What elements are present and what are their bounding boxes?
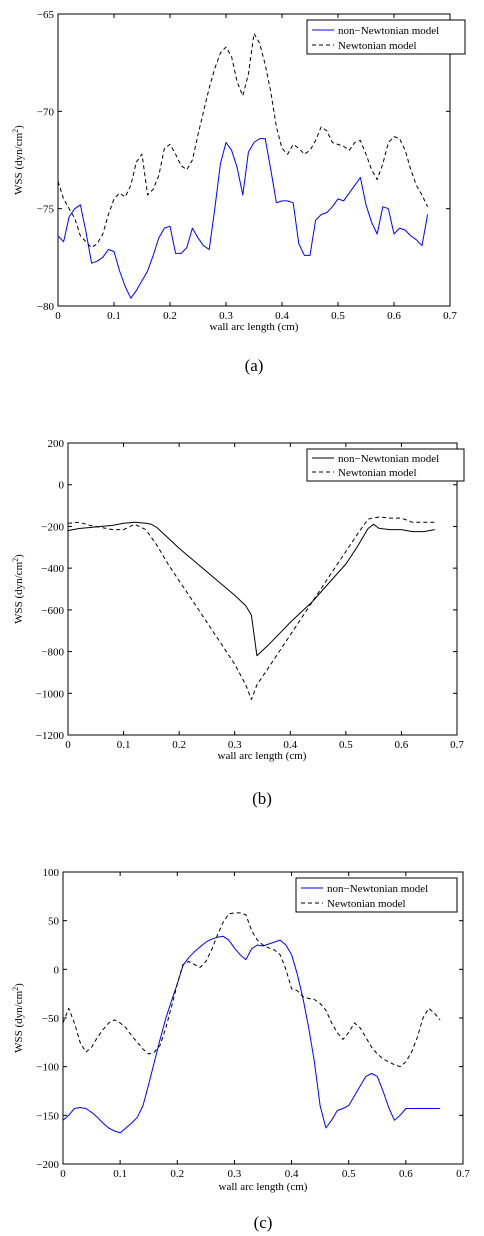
panel-a-xtick-label: 0.7 — [443, 310, 457, 322]
panel-a-xtick-label: 0.2 — [163, 310, 177, 322]
panel-c-yticks: −200 −150 −100 −50 0 50 100 — [36, 867, 463, 1171]
panel-a-lines — [57, 33, 429, 299]
panel-c-xlabel: wall arc length (cm) — [219, 1181, 308, 1193]
panel-a-legend-box — [306, 19, 466, 55]
panel-c-series-newtonian-line — [62, 912, 441, 1068]
panel-b-legend-box — [306, 448, 465, 482]
panel-a-legend-label-2: Newtonian model — [338, 40, 417, 52]
panel-b-ytick-label: −400 — [41, 563, 64, 575]
panel-b-xticks: 0 0.1 0.2 0.3 0.4 0.5 0.6 0.7 — [65, 443, 464, 751]
panel-a-ytick-label: −80 — [37, 301, 55, 313]
panel-c-axes — [62, 871, 464, 1165]
panel-a-xtick-label: 0.1 — [107, 310, 121, 322]
panel-b-ytick-label: 200 — [48, 438, 65, 450]
panel-a-xtick-label: 0.5 — [331, 310, 345, 322]
panel-a-xtick-label: 0.3 — [219, 310, 233, 322]
panel-a-xlabel: wall arc length (cm) — [210, 321, 299, 333]
panel-b-ytick-label: −1200 — [36, 730, 65, 742]
panel-a-ytick-label: −65 — [37, 9, 55, 21]
panel-c-xtick-label: 0.4 — [285, 1168, 299, 1180]
panel-c-xtick-label: 0.7 — [456, 1168, 470, 1180]
panel-a-ylabel: WSS (dyn/cm2) — [11, 125, 25, 195]
panel-b-legend: non−Newtonian model Newtonian model — [306, 448, 465, 482]
panel-b-yticks: −1200 −1000 −800 −600 −400 −200 0 200 — [36, 438, 457, 742]
panel-a-series-non-newtonian-line — [57, 138, 429, 299]
panel-c-legend-box — [295, 877, 458, 913]
panel-a-ytick-label: −75 — [37, 204, 55, 216]
panel-b-ytick-label: −800 — [41, 647, 64, 659]
panel-c-ytick-label: −200 — [36, 1159, 59, 1171]
panel-c-ytick-label: 50 — [48, 916, 60, 928]
panel-a: 0 0.1 0.2 0.3 0.4 0.5 0.6 0.7 −80 −75 −70 −65 non−… — [11, 9, 466, 375]
panel-b-xlabel: wall arc length (cm) — [218, 750, 307, 762]
panel-b-lines — [67, 516, 435, 700]
panel-c-ytick-label: 0 — [54, 964, 60, 976]
panel-b-xtick-label: 0.1 — [117, 739, 131, 751]
panel-b-series-non-newtonian-line — [67, 521, 435, 657]
panel-a-xtick-label: 0.6 — [387, 310, 401, 322]
panel-b: 0 0.1 0.2 0.3 0.4 0.5 0.6 0.7 −1200 −1000 −800 −60… — [11, 438, 465, 808]
panel-c-ytick-label: −150 — [36, 1110, 59, 1122]
panel-c-xtick-label: 0.1 — [113, 1168, 127, 1180]
panel-a-legend: non−Newtonian model Newtonian model — [306, 19, 466, 55]
panel-b-axes — [67, 442, 458, 736]
panel-c-ytick-label: −100 — [36, 1062, 59, 1074]
panel-c-legend-label-1: non−Newtonian model — [327, 883, 428, 895]
panel-c: 0 0.1 0.2 0.3 0.4 0.5 0.6 0.7 −200 −150 −100 −50 0 5… — [11, 867, 470, 1232]
panel-c-xticks: 0 0.1 0.2 0.3 0.4 0.5 0.6 0.7 — [60, 872, 470, 1180]
panel-a-xtick-label: 0.4 — [275, 310, 289, 322]
panel-b-ytick-label: −200 — [41, 521, 64, 533]
panel-c-xtick-label: 0.3 — [228, 1168, 242, 1180]
panel-c-ytick-label: −50 — [42, 1013, 60, 1025]
panel-a-axes — [57, 13, 451, 307]
panel-b-xtick-label: 0.3 — [228, 739, 242, 751]
panel-b-series-newtonian-line — [67, 516, 435, 700]
panel-c-lines — [62, 912, 441, 1134]
panel-c-legend-label-2: Newtonian model — [327, 898, 406, 910]
panel-a-xtick-label: 0 — [55, 310, 61, 322]
panel-a-ytick-label: −70 — [37, 106, 55, 118]
panel-a-caption: (a) — [245, 356, 264, 375]
panel-a-xticks: 0 0.1 0.2 0.3 0.4 0.5 0.6 0.7 — [55, 14, 457, 322]
panel-b-legend-label-2: Newtonian model — [338, 467, 417, 479]
panel-a-series-newtonian-line — [57, 33, 429, 249]
panel-b-ytick-label: −1000 — [36, 688, 65, 700]
panel-b-xtick-label: 0.7 — [450, 739, 464, 751]
panel-c-legend: non−Newtonian model Newtonian model — [295, 877, 458, 913]
panel-c-series-non-newtonian-line — [62, 935, 441, 1134]
panel-b-ytick-label: 0 — [59, 480, 65, 492]
panel-b-caption: (b) — [252, 789, 272, 808]
panel-c-caption: (c) — [254, 1213, 273, 1232]
panel-b-xtick-label: 0.5 — [339, 739, 353, 751]
panel-a-yticks: −80 −75 −70 −65 — [37, 9, 450, 313]
panel-c-xtick-label: 0 — [60, 1168, 66, 1180]
panel-c-xtick-label: 0.2 — [170, 1168, 184, 1180]
panel-c-ytick-label: 100 — [43, 867, 60, 879]
panel-c-ylabel: WSS (dyn/cm2) — [11, 983, 25, 1053]
panel-b-ytick-label: −600 — [41, 605, 64, 617]
panel-b-xtick-label: 0.2 — [172, 739, 186, 751]
panel-c-xtick-label: 0.6 — [399, 1168, 413, 1180]
panel-b-legend-label-1: non−Newtonian model — [338, 453, 439, 465]
panel-c-xtick-label: 0.5 — [342, 1168, 356, 1180]
panel-b-ylabel: WSS (dyn/cm2) — [11, 554, 25, 624]
panel-b-xtick-label: 0 — [65, 739, 71, 751]
panel-b-xtick-label: 0.4 — [283, 739, 297, 751]
panel-b-xtick-label: 0.6 — [395, 739, 409, 751]
panel-a-legend-label-1: non−Newtonian model — [338, 25, 439, 37]
